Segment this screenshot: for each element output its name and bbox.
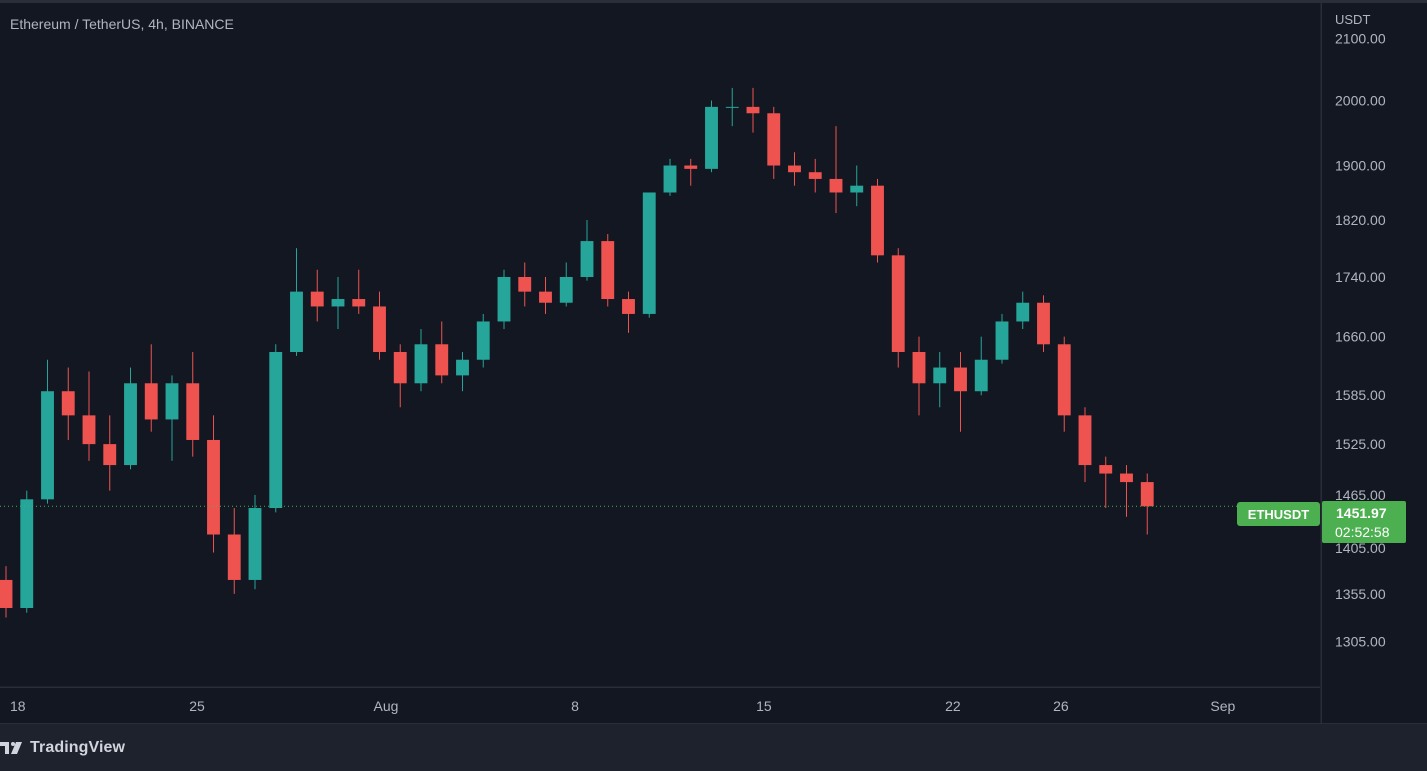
time-axis[interactable]: [0, 687, 1320, 724]
candle-body[interactable]: [601, 241, 615, 300]
top-border: [0, 0, 1427, 3]
candle-body[interactable]: [186, 383, 200, 440]
candle-body[interactable]: [20, 499, 34, 608]
candle-body[interactable]: [331, 299, 345, 307]
last-price-value: 1451.97: [1336, 505, 1387, 521]
candle-body[interactable]: [995, 321, 1009, 360]
candle-body[interactable]: [435, 344, 449, 376]
candle-body[interactable]: [1099, 465, 1113, 474]
candle-body[interactable]: [663, 165, 677, 193]
candle-body[interactable]: [290, 291, 303, 352]
y-tick-label: 1465.00: [1335, 487, 1386, 503]
y-tick-label: 1305.00: [1335, 634, 1386, 650]
candle-body[interactable]: [559, 276, 573, 303]
candle-body[interactable]: [746, 106, 760, 114]
candle-body[interactable]: [144, 383, 158, 420]
candle-body[interactable]: [1057, 344, 1071, 416]
candle-body[interactable]: [684, 165, 698, 169]
tradingview-brand-text: TradingView: [30, 739, 126, 756]
candle-body[interactable]: [269, 351, 283, 509]
candle-body[interactable]: [310, 291, 324, 307]
candle-body[interactable]: [41, 391, 54, 500]
y-tick-label: 1740.00: [1335, 269, 1386, 285]
candle-body[interactable]: [974, 359, 988, 392]
candle-body[interactable]: [393, 351, 407, 384]
candle-body[interactable]: [1078, 415, 1092, 466]
candle-body[interactable]: [1140, 482, 1154, 507]
candle-body[interactable]: [476, 321, 490, 360]
x-tick-label: 8: [571, 698, 579, 714]
candle-body[interactable]: [933, 367, 947, 384]
candle-body[interactable]: [788, 165, 801, 173]
y-tick-label: 1355.00: [1335, 586, 1386, 602]
x-tick-label: 15: [756, 698, 772, 714]
candle-body[interactable]: [1037, 302, 1050, 345]
candle-body[interactable]: [352, 299, 366, 307]
tradingview-logo-icon: [0, 742, 22, 754]
x-tick-label: 25: [189, 698, 205, 714]
candle-body[interactable]: [1120, 473, 1133, 483]
x-tick-label: Aug: [374, 698, 399, 714]
candle-body[interactable]: [705, 106, 718, 169]
y-tick-label: 2100.00: [1335, 31, 1386, 47]
candles: [0, 87, 1154, 618]
last-price-symbol-badge: ETHUSDT: [1237, 502, 1320, 526]
candle-body[interactable]: [539, 291, 552, 303]
candle-body[interactable]: [912, 351, 926, 384]
x-tick-label: Sep: [1210, 698, 1235, 714]
candle-body[interactable]: [103, 444, 117, 466]
candle-body[interactable]: [580, 241, 594, 277]
y-tick-label: 2000.00: [1335, 93, 1386, 109]
chart-plot-area[interactable]: [0, 3, 1320, 686]
candle-body[interactable]: [622, 299, 635, 314]
y-tick-label: 1585.00: [1335, 387, 1386, 403]
candle-body[interactable]: [642, 192, 656, 314]
candle-body[interactable]: [871, 185, 884, 256]
candle-body[interactable]: [891, 255, 905, 352]
candle-body[interactable]: [1016, 302, 1030, 322]
candle-body[interactable]: [248, 508, 262, 580]
candle-body[interactable]: [954, 367, 967, 392]
y-tick-label: 1900.00: [1335, 158, 1386, 174]
candle-body[interactable]: [373, 306, 386, 352]
candle-body[interactable]: [456, 359, 469, 376]
candle-body[interactable]: [227, 534, 241, 580]
y-tick-label: 1820.00: [1335, 212, 1386, 228]
symbol-title[interactable]: Ethereum / TetherUS, 4h, BINANCE: [10, 16, 234, 32]
last-price-box: 1451.97 02:52:58: [1322, 501, 1406, 543]
x-tick-label: 18: [10, 698, 26, 714]
candle-body[interactable]: [850, 185, 864, 193]
candle-body[interactable]: [82, 415, 96, 445]
candle-body[interactable]: [725, 106, 739, 108]
x-axis-ticks: 18 25 Aug 8 15 22 26 Sep: [10, 698, 1235, 714]
x-tick-label: 22: [945, 698, 961, 714]
candle-body[interactable]: [518, 276, 532, 292]
candle-body[interactable]: [767, 113, 781, 166]
y-tick-label: 1405.00: [1335, 540, 1386, 556]
candle-body[interactable]: [497, 276, 511, 322]
y-tick-label: 1660.00: [1335, 329, 1386, 345]
y-tick-label: 1525.00: [1335, 436, 1386, 452]
x-tick-label: 26: [1053, 698, 1069, 714]
candle-body[interactable]: [124, 383, 137, 466]
axis-currency-label[interactable]: USDT: [1335, 12, 1371, 27]
price-axis[interactable]: [1321, 3, 1427, 723]
candle-body[interactable]: [829, 178, 843, 193]
candle-body[interactable]: [0, 579, 13, 608]
footer: [0, 723, 1427, 771]
bar-countdown: 02:52:58: [1335, 524, 1390, 540]
candle-body[interactable]: [414, 344, 428, 384]
candle-body[interactable]: [808, 172, 822, 179]
candle-body[interactable]: [207, 439, 220, 535]
candle-body[interactable]: [61, 391, 75, 416]
candle-body[interactable]: [165, 383, 179, 420]
y-axis-ticks: 2100.00 2000.00 1900.00 1820.00 1740.00 1660.…: [1335, 31, 1386, 650]
tradingview-brand[interactable]: TradingView: [0, 738, 125, 758]
